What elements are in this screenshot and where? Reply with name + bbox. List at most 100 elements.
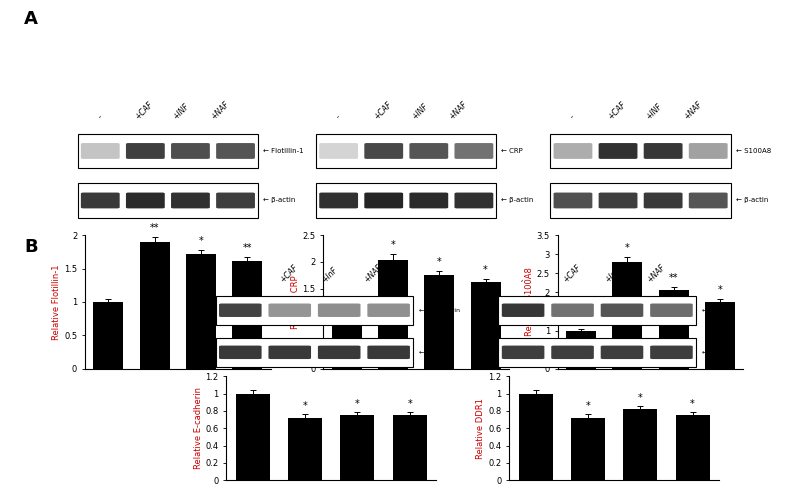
Bar — [612, 262, 642, 369]
Text: *: * — [355, 398, 360, 408]
Text: **: ** — [669, 273, 679, 283]
Text: ← S100A8: ← S100A8 — [736, 148, 771, 154]
Text: *: * — [303, 401, 308, 411]
FancyBboxPatch shape — [502, 346, 545, 359]
FancyBboxPatch shape — [600, 346, 643, 359]
FancyBboxPatch shape — [502, 303, 545, 317]
Bar — [623, 409, 657, 480]
FancyBboxPatch shape — [171, 143, 210, 159]
FancyBboxPatch shape — [688, 193, 728, 208]
Text: +NAF: +NAF — [209, 99, 231, 121]
Text: +INF: +INF — [171, 101, 191, 121]
Text: *: * — [437, 257, 442, 267]
Y-axis label: Relative Flotillin-1: Relative Flotillin-1 — [53, 264, 61, 340]
Bar — [550, 134, 730, 168]
FancyBboxPatch shape — [364, 193, 403, 208]
FancyBboxPatch shape — [454, 143, 494, 159]
Text: ← β-actin: ← β-actin — [736, 198, 768, 203]
FancyBboxPatch shape — [644, 143, 683, 159]
Text: *: * — [407, 398, 412, 408]
Text: -: - — [335, 113, 343, 121]
Bar — [232, 260, 263, 369]
Bar — [288, 418, 322, 480]
Text: +NAF: +NAF — [448, 99, 469, 121]
Text: ← DDR1: ← DDR1 — [701, 308, 726, 313]
Bar — [675, 415, 709, 480]
FancyBboxPatch shape — [268, 346, 311, 359]
Bar — [424, 275, 454, 369]
Text: -: - — [236, 277, 244, 285]
FancyBboxPatch shape — [599, 143, 638, 159]
Bar — [499, 296, 696, 325]
Bar — [140, 242, 170, 369]
Text: *: * — [625, 243, 629, 253]
FancyBboxPatch shape — [364, 143, 403, 159]
Text: +CAF: +CAF — [606, 100, 628, 121]
FancyBboxPatch shape — [216, 193, 255, 208]
Text: -: - — [569, 113, 577, 121]
FancyBboxPatch shape — [319, 143, 358, 159]
Bar — [550, 183, 730, 218]
Text: +CAF: +CAF — [278, 263, 300, 285]
Text: **: ** — [242, 243, 252, 253]
Text: A: A — [24, 10, 38, 28]
FancyBboxPatch shape — [551, 303, 594, 317]
Bar — [705, 302, 735, 369]
FancyBboxPatch shape — [318, 303, 360, 317]
Bar — [331, 315, 362, 369]
FancyBboxPatch shape — [600, 303, 643, 317]
Y-axis label: Relative S100A8: Relative S100A8 — [525, 267, 534, 337]
Bar — [566, 331, 596, 369]
FancyBboxPatch shape — [219, 346, 262, 359]
Bar — [236, 394, 270, 480]
FancyBboxPatch shape — [454, 193, 494, 208]
FancyBboxPatch shape — [650, 346, 692, 359]
FancyBboxPatch shape — [599, 193, 638, 208]
Text: *: * — [718, 285, 722, 295]
Text: +NAF: +NAF — [363, 263, 384, 285]
Bar — [499, 338, 696, 367]
Text: ← Flotillin-1: ← Flotillin-1 — [263, 148, 304, 154]
FancyBboxPatch shape — [553, 193, 592, 208]
Bar — [470, 282, 501, 369]
Text: ← β-actin: ← β-actin — [263, 198, 296, 203]
FancyBboxPatch shape — [644, 193, 683, 208]
FancyBboxPatch shape — [410, 193, 448, 208]
Text: *: * — [483, 265, 488, 275]
Text: +INF: +INF — [410, 101, 429, 121]
Bar — [340, 415, 374, 480]
Bar — [316, 183, 496, 218]
FancyBboxPatch shape — [410, 143, 448, 159]
Text: ← β-actin: ← β-actin — [502, 198, 534, 203]
FancyBboxPatch shape — [368, 346, 410, 359]
FancyBboxPatch shape — [318, 346, 360, 359]
FancyBboxPatch shape — [219, 303, 262, 317]
Bar — [571, 418, 605, 480]
FancyBboxPatch shape — [368, 303, 410, 317]
Text: -: - — [96, 113, 104, 121]
Text: *: * — [390, 240, 395, 250]
Text: +INF: +INF — [644, 101, 663, 121]
Bar — [378, 260, 408, 369]
Text: +InF: +InF — [320, 266, 339, 285]
Bar — [78, 183, 258, 218]
Text: +CAF: +CAF — [372, 100, 393, 121]
Bar — [186, 254, 216, 369]
Bar — [216, 296, 414, 325]
FancyBboxPatch shape — [319, 193, 358, 208]
FancyBboxPatch shape — [171, 193, 210, 208]
Text: ← E-cadherin: ← E-cadherin — [419, 308, 460, 313]
Text: *: * — [586, 401, 591, 411]
Text: *: * — [199, 236, 204, 246]
FancyBboxPatch shape — [688, 143, 728, 159]
Text: +CAF: +CAF — [561, 263, 583, 285]
Text: +NAF: +NAF — [645, 263, 667, 285]
Text: B: B — [24, 238, 38, 255]
Text: +CAF: +CAF — [133, 100, 155, 121]
Text: +NAF: +NAF — [682, 99, 704, 121]
Bar — [78, 134, 258, 168]
FancyBboxPatch shape — [126, 143, 165, 159]
Bar — [216, 338, 414, 367]
Bar — [316, 134, 496, 168]
FancyBboxPatch shape — [126, 193, 165, 208]
